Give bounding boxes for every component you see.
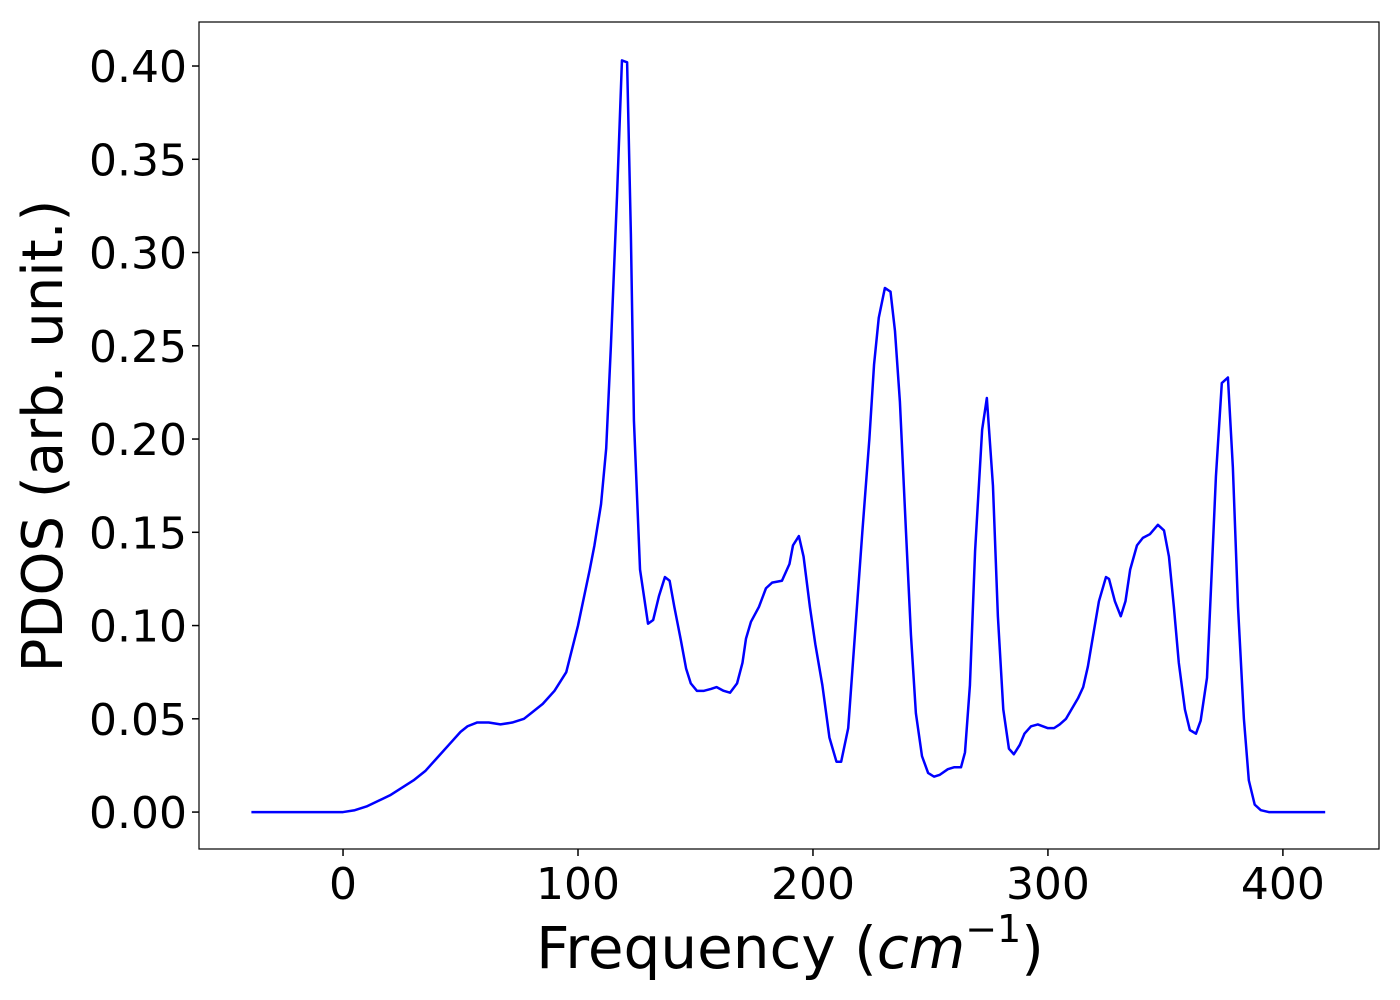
y-tick-label: 0.10: [89, 602, 187, 653]
y-tick-label: 0.20: [89, 415, 187, 466]
x-tick-label: 0: [329, 859, 357, 910]
y-tick-label: 0.40: [89, 42, 187, 93]
y-tick-label: 0.35: [89, 135, 187, 186]
plot-frame: [198, 21, 1380, 850]
x-tick-label: 200: [771, 859, 855, 910]
y-axis-label: PDOS (arb. unit.): [11, 200, 76, 673]
x-tick-label: 300: [1006, 859, 1090, 910]
y-tick-label: 0.25: [89, 322, 187, 373]
line-series: [251, 59, 1326, 814]
x-label-text: Frequency (: [536, 914, 877, 982]
x-label-unit: cm: [877, 914, 965, 982]
x-tick-label: 400: [1241, 859, 1325, 910]
x-axis-label: Frequency (cm−1): [536, 907, 1044, 982]
y-tick-label: 0.30: [89, 229, 187, 280]
x-label-exponent: −1: [965, 907, 1021, 951]
y-tick-label: 0.05: [89, 695, 187, 746]
y-tick-label: 0.15: [89, 508, 187, 559]
y-tick-label: 0.00: [89, 788, 187, 839]
x-label-text: ): [1021, 914, 1044, 982]
x-tick-label: 100: [536, 859, 620, 910]
